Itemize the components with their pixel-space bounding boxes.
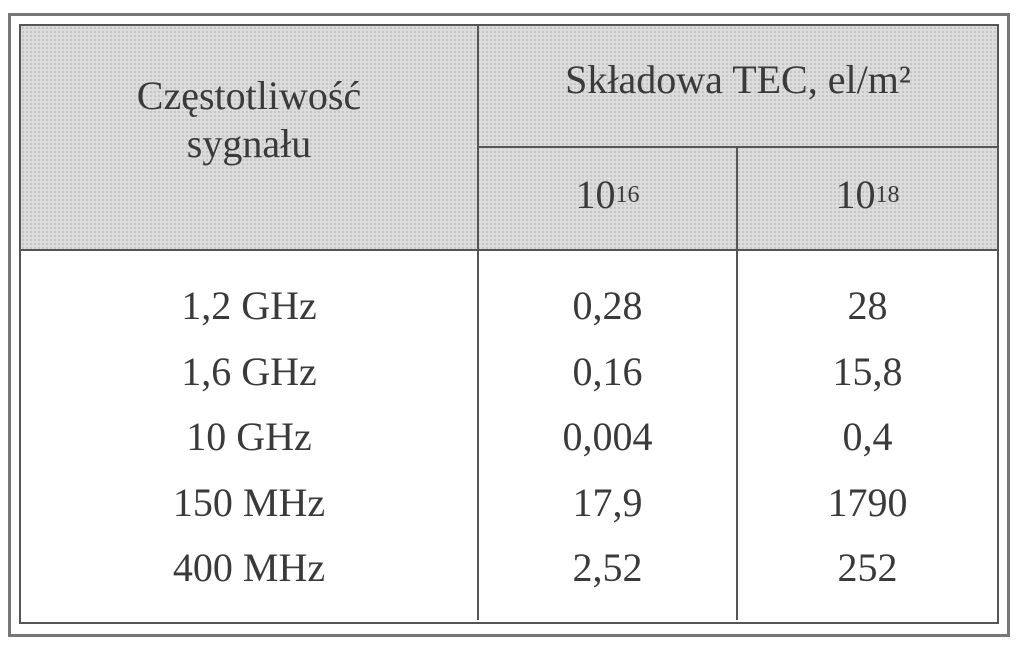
header-text: Częstotliwość: [136, 73, 362, 118]
table-cell: 252: [837, 545, 898, 590]
column-header: 10 18: [835, 172, 900, 217]
table-cell: 1,2 GHz: [181, 283, 317, 328]
table-cell: 28: [847, 283, 888, 328]
table-cell: 0,28: [572, 283, 643, 328]
frequency-header: Częstotliwość sygnału: [21, 60, 477, 180]
header-base: 10: [575, 172, 616, 217]
outer-border: [8, 13, 1010, 637]
table-cell: 150 MHz: [172, 479, 326, 525]
table-cell: 2,52: [572, 545, 643, 590]
column-divider: [736, 147, 738, 620]
table-cell: 17,9: [572, 479, 643, 525]
header-base: 10: [835, 172, 876, 217]
table-cell: 1,6 GHz: [181, 348, 317, 394]
header-background: [21, 26, 997, 250]
table-cell: 0,4: [842, 414, 893, 459]
table-cell: 1790: [827, 479, 908, 525]
table-cell: 15,8: [832, 348, 903, 394]
group-header: Składowa TEC, el/m²: [565, 57, 911, 102]
table-cell: 0,004: [562, 414, 653, 459]
column-header: 10 16: [575, 172, 640, 217]
group-divider: [478, 146, 997, 148]
table-cell: 400 MHz: [172, 545, 326, 590]
table-cell: 10 GHz: [186, 414, 312, 459]
header-text: sygnału: [186, 121, 312, 166]
table-cell: 0,16: [572, 348, 643, 394]
table-border: [19, 24, 999, 624]
column-divider: [477, 26, 479, 620]
header-divider: [21, 249, 997, 251]
